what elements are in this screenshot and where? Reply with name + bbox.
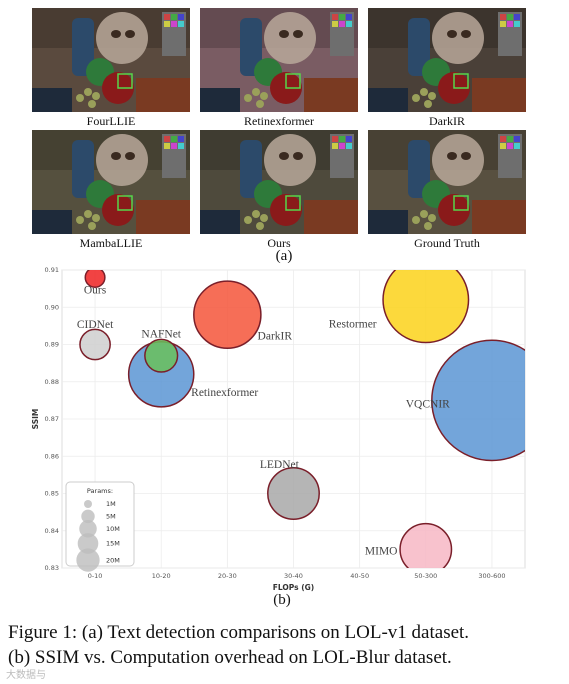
bubble-label: VQCNIR — [406, 398, 450, 410]
x-tick-label: 50-300 — [414, 572, 437, 580]
bubble-label: MIMO — [365, 546, 398, 558]
y-tick-label: 0.90 — [45, 303, 59, 311]
comparison-image — [200, 8, 358, 112]
image-caption: Retinexformer — [244, 114, 314, 128]
legend-marker — [77, 533, 99, 554]
ssim-flops-bubble-chart: 0.83 0.84 0.85 0.86 0.87 0.88 0.89 0.90 0.91 0-10… — [31, 266, 526, 592]
image-caption: Ours — [267, 236, 291, 250]
x-tick-label: 300-600 — [478, 572, 505, 580]
data-bubble — [382, 270, 470, 344]
y-axis-label: SSIM — [31, 409, 40, 430]
watermark: 大数据与 — [6, 670, 46, 681]
legend-marker — [81, 509, 95, 524]
legend-title: Params: — [87, 487, 113, 495]
x-tick-label: 30-40 — [284, 572, 303, 580]
scene-illustration — [200, 8, 358, 112]
data-bubble — [399, 522, 453, 568]
bubble-label: NAFNet — [141, 329, 181, 341]
figure-caption: Figure 1: (a) Text detection comparisons… — [8, 620, 564, 670]
bubble-label: Restormer — [329, 318, 377, 330]
scene-illustration — [368, 8, 526, 112]
scene-illustration — [368, 130, 526, 234]
data-bubble — [144, 338, 179, 373]
comparison-image — [368, 130, 526, 234]
data-bubble — [267, 467, 320, 520]
x-tick-label: 20-30 — [218, 572, 237, 580]
panel-b-label: (b) — [273, 592, 291, 608]
y-tick-label: 0.85 — [45, 490, 59, 498]
scene-illustration — [32, 130, 190, 234]
x-tick-label: 40-50 — [350, 572, 369, 580]
x-tick-label: 10-20 — [152, 572, 171, 580]
x-axis-label: FLOPs (G) — [273, 583, 314, 592]
y-tick-label: 0.83 — [45, 564, 59, 572]
bubble-label: Retinexformer — [191, 387, 258, 399]
legend-entry-label: 10M — [106, 525, 120, 533]
data-bubble — [79, 328, 111, 361]
scene-illustration — [200, 130, 358, 234]
comparison-image — [200, 130, 358, 234]
y-tick-label: 0.86 — [45, 452, 59, 460]
y-tick-label: 0.87 — [45, 415, 59, 423]
bubble-label: DarkIR — [258, 330, 293, 342]
bubble-label: CIDNet — [77, 319, 114, 331]
image-caption: Ground Truth — [414, 236, 480, 250]
y-tick-label: 0.88 — [45, 378, 59, 386]
bubble-layer — [79, 270, 525, 568]
comparison-image — [368, 8, 526, 112]
caption-line-1: Figure 1: (a) Text detection comparisons… — [8, 622, 470, 643]
data-bubble — [193, 280, 262, 349]
legend-marker — [76, 548, 100, 572]
legend-marker — [79, 520, 97, 538]
data-bubble — [84, 270, 106, 289]
image-caption: DarkIR — [429, 114, 465, 128]
legend-entry-label: 5M — [106, 513, 116, 521]
legend-entry-label: 20M — [106, 556, 120, 564]
image-caption: FourLLIE — [86, 114, 136, 128]
legend-entry-label: 15M — [106, 540, 120, 548]
image-caption: MambaLLIE — [79, 236, 143, 250]
x-tick-label: 0-10 — [88, 572, 103, 580]
data-bubble — [431, 339, 525, 462]
scene-illustration — [32, 8, 190, 112]
caption-line-2: (b) SSIM vs. Computation overhead on LOL… — [8, 647, 452, 668]
panel-a-label: (a) — [275, 248, 293, 264]
bubble-label: LEDNet — [260, 459, 300, 471]
comparison-image — [32, 130, 190, 234]
y-tick-label: 0.89 — [45, 341, 59, 349]
legend-entry-label: 1M — [106, 500, 116, 508]
y-tick-label: 0.84 — [45, 527, 59, 535]
y-tick-label: 0.91 — [45, 266, 59, 274]
bubble-label: Ours — [84, 285, 107, 297]
legend-marker — [84, 500, 92, 508]
comparison-image — [32, 8, 190, 112]
